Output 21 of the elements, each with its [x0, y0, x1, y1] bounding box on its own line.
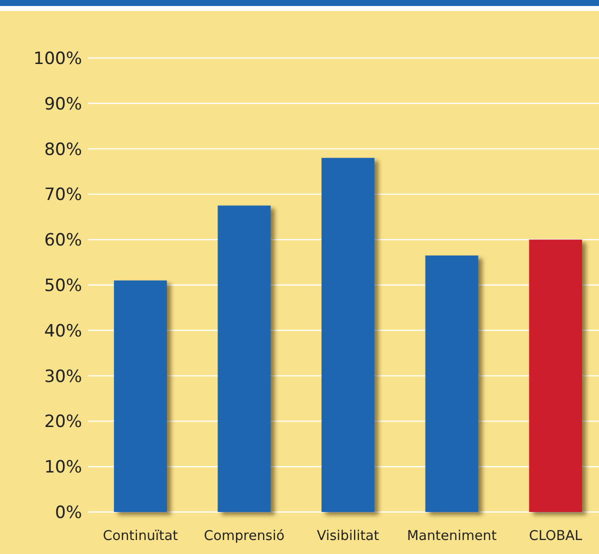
bar — [425, 255, 478, 512]
bar — [322, 158, 374, 512]
bar — [218, 206, 271, 512]
x-tick-label: Comprensió — [204, 528, 284, 544]
x-tick-label: Manteniment — [406, 528, 497, 544]
x-tick-label: Continuïtat — [102, 528, 178, 544]
y-tick-label: 0% — [55, 502, 82, 523]
y-tick-label: 30% — [44, 366, 82, 387]
y-tick-label: 50% — [44, 276, 82, 296]
y-tick-label: 10% — [44, 458, 82, 478]
bar — [529, 240, 582, 512]
y-tick-label: 80% — [44, 140, 82, 160]
y-tick-label: 20% — [44, 412, 82, 432]
y-tick-label: 90% — [44, 94, 82, 114]
x-tick-label: Visibilitat — [316, 528, 380, 544]
y-tick-label: 100% — [33, 48, 82, 69]
x-tick-label: CLOBAL — [529, 528, 583, 544]
y-tick-label: 40% — [44, 321, 82, 342]
y-tick-label: 70% — [44, 185, 82, 206]
bar — [114, 280, 167, 512]
y-tick-label: 60% — [44, 230, 82, 251]
